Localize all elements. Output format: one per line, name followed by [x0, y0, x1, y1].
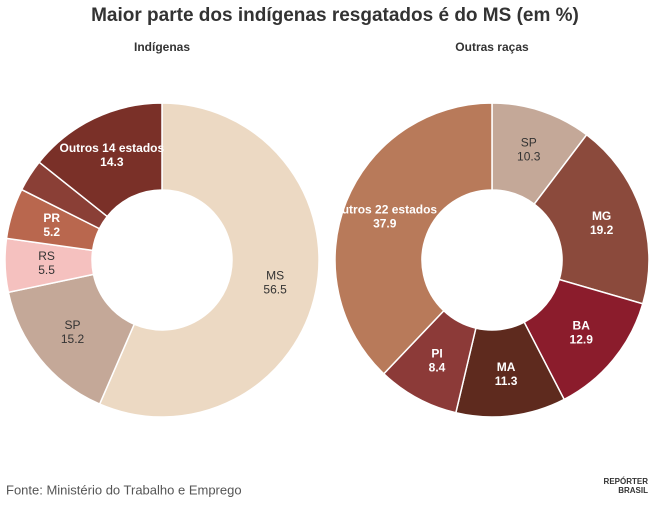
value-label: 12.9	[570, 333, 594, 347]
value-label: 11.3	[495, 374, 518, 388]
slice-label: PI	[431, 347, 442, 361]
value-label: 14.3	[100, 155, 124, 169]
value-label: 8.4	[429, 361, 446, 375]
slice	[38, 102, 163, 218]
value-label: 5.2	[43, 225, 60, 239]
value-label: 37.9	[373, 216, 397, 230]
logo: REPÓRTER	[604, 477, 649, 486]
value-label: 10.3	[517, 150, 541, 164]
slice-label: Outros 14 estados	[59, 141, 164, 155]
logo: BRASIL	[618, 486, 648, 495]
slice-label: PR	[43, 211, 60, 225]
value-label: 56.5	[263, 283, 287, 297]
slice-label: Outros 22 estados	[332, 202, 437, 216]
slice-label: SP	[65, 318, 81, 332]
slice-label: SP	[521, 136, 537, 150]
value-label: 19.2	[590, 223, 614, 237]
chart-subtitle: Outras raças	[455, 40, 529, 54]
chart-subtitle: Indígenas	[134, 40, 190, 54]
slice-label: RS	[38, 249, 55, 263]
slice	[334, 102, 493, 375]
slice-label: MS	[266, 269, 284, 283]
value-label: 5.5	[38, 263, 55, 277]
source: Fonte: Ministério do Trabalho e Emprego	[6, 482, 242, 497]
slice	[7, 273, 136, 406]
slice-label: MG	[592, 209, 611, 223]
slice-label: MA	[497, 360, 516, 374]
value-label: 15.2	[61, 332, 85, 346]
slice	[533, 133, 650, 305]
slice-label: BA	[573, 319, 591, 333]
chart-title: Maior parte dos indígenas resgatados é d…	[91, 5, 579, 26]
slice	[98, 102, 320, 418]
